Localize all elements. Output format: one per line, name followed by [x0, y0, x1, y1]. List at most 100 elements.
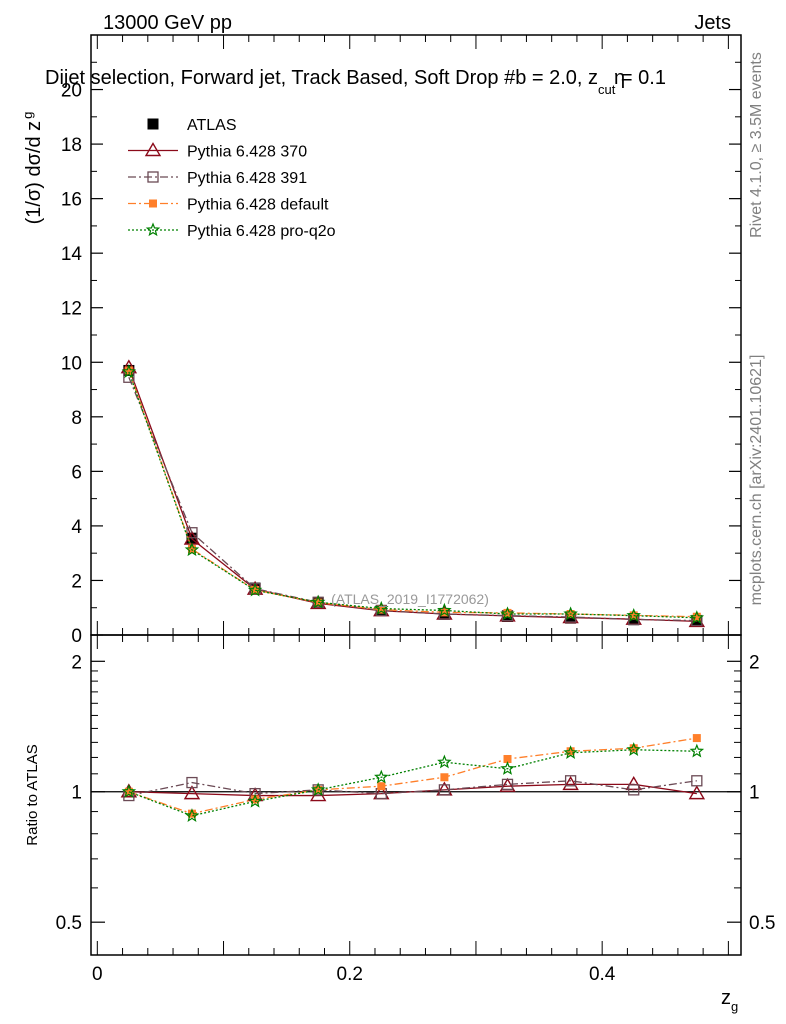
legend-label: Pythia 6.428 pro-q2o: [187, 223, 336, 240]
ratio-point-pythia-6-428-pro-q2o: [500, 761, 515, 775]
ratio-point-pythia-6-428-pro-q2o: [437, 754, 452, 769]
ratio-point-pythia-6-428-391: [186, 776, 198, 789]
ratio-series-group: [120, 734, 706, 822]
main-ytick-label: 6: [71, 462, 82, 483]
main-ytick-label: 4: [71, 517, 82, 538]
plot-title-eta: η: [614, 67, 625, 89]
ratio-line-pythia-6-428-pro-q2o: [128, 749, 697, 817]
main-ytick-label: 12: [61, 299, 82, 320]
main-point-pythia-6-428-default: [251, 586, 260, 594]
xlabel-text: z: [721, 987, 731, 1009]
main-ytick-label: 18: [61, 135, 82, 156]
plot-title-tail: = 0.1: [615, 67, 666, 89]
ratio-series-pythia-6-428-391: [123, 775, 703, 802]
main-point-pythia-6-428-pro-q2o: [563, 606, 578, 621]
main-series-pythia-6-428-pro-q2o: [121, 364, 705, 624]
main-series-pythia-6-428-default: [124, 366, 701, 621]
main-series-group: [120, 359, 706, 628]
main-point-pythia-6-428-default: [692, 612, 701, 621]
plot-title: Dijet selection, Forward jet, Track Base…: [45, 67, 666, 97]
main-series-pythia-6-428-370: [120, 359, 706, 628]
main-line-pythia-6-428-default: [128, 370, 697, 618]
ratio-line-pythia-6-428-391: [128, 780, 697, 797]
legend-item-atlas: ATLAS: [147, 117, 237, 134]
ratio-line-pythia-6-428-370: [128, 783, 697, 797]
process-label: Jets: [694, 12, 731, 34]
main-point-pythia-6-428-391: [375, 604, 387, 617]
ratio-point-pythia-6-428-pro-q2o: [121, 784, 137, 798]
energy-label: 13000 GeV pp: [103, 12, 232, 34]
legend-item-pythia-6-428-default: Pythia 6.428 default: [128, 197, 329, 214]
main-ylabel: (1/σ) dσ/d z g: [20, 112, 45, 225]
ratio-point-pythia-6-428-391: [564, 775, 577, 787]
main-point-pythia-6-428-pro-q2o: [247, 582, 263, 597]
ratio-series-pythia-6-428-pro-q2o: [121, 742, 705, 822]
ratio-point-pythia-6-428-370: [688, 785, 706, 800]
ratio-series-pythia-6-428-default: [124, 734, 701, 818]
main-ytick-label: 0: [71, 626, 82, 647]
ratio-point-pythia-6-428-391: [438, 784, 451, 796]
legend-item-pythia-6-428-pro-q2o: Pythia 6.428 pro-q2o: [128, 222, 336, 240]
xlabel-sub: g: [731, 999, 738, 1014]
main-point-pythia-6-428-pro-q2o: [310, 594, 326, 609]
ratio-point-pythia-6-428-391: [628, 784, 640, 796]
main-axes: 0 2 4 6 8 10 12 14 16 18 20: [61, 35, 741, 647]
legend-marker: [147, 118, 159, 130]
main-point-pythia-6-428-default: [503, 608, 512, 617]
ratio-ytick-label-right: 0.5: [749, 913, 775, 934]
ratio-point-pythia-6-428-default: [566, 747, 575, 756]
ratio-axes: 0.5 0.5 1 1 2 2 0 0.2 0.4: [56, 635, 775, 985]
rivet-version-label: Rivet 4.1.0, ≥ 3.5M events: [748, 52, 765, 238]
ratio-ylabel: Ratio to ATLAS: [24, 744, 41, 845]
main-ytick-label: 14: [61, 244, 83, 265]
ratio-ytick-label-right: 1: [749, 783, 760, 804]
legend-marker: [145, 222, 161, 237]
legend-label: Pythia 6.428 370: [187, 144, 307, 161]
main-point-pythia-6-428-pro-q2o: [689, 610, 705, 624]
legend-marker: [144, 142, 162, 157]
main-point-pythia-6-428-391: [186, 527, 198, 539]
legend-label: Pythia 6.428 default: [187, 197, 329, 214]
main-line-pythia-6-428-370: [128, 367, 697, 623]
legend-marker: [149, 199, 157, 208]
ratio-ytick-label: 0.5: [56, 913, 82, 934]
ratio-point-pythia-6-428-370: [562, 775, 579, 791]
ratio-point-pythia-6-428-default: [629, 744, 638, 753]
main-line-pythia-6-428-391: [128, 377, 697, 622]
plot-title-main: Dijet selection, Forward jet, Track Base…: [45, 67, 598, 89]
ratio-point-pythia-6-428-pro-q2o: [247, 793, 263, 808]
ratio-point-pythia-6-428-391: [691, 775, 703, 787]
main-ytick-label: 2: [71, 571, 82, 592]
main-ytick-label: 8: [71, 408, 82, 429]
ratio-plot-frame: [90, 634, 742, 956]
main-point-pythia-6-428-default: [124, 366, 133, 375]
xlabel: zg: [721, 987, 738, 1014]
main-point-pythia-6-428-pro-q2o: [437, 602, 452, 617]
main-ylabel-text: (1/σ) dσ/d z: [23, 121, 45, 225]
xtick-label: 0.2: [337, 964, 363, 985]
plot-title-sub: cut: [598, 82, 616, 97]
xtick-label: 0.4: [589, 964, 616, 985]
main-point-pythia-6-428-pro-q2o: [121, 364, 137, 378]
ratio-ytick-label-right: 2: [749, 652, 760, 673]
ratio-ytick-label: 2: [71, 652, 82, 673]
ratio-point-pythia-6-428-pro-q2o: [184, 808, 200, 822]
legend-label: ATLAS: [187, 117, 237, 134]
ratio-point-pythia-6-428-370: [499, 777, 516, 792]
main-ytick-label: 10: [61, 353, 82, 374]
main-ylabel-sub: g: [20, 112, 35, 119]
ratio-line-pythia-6-428-default: [128, 737, 697, 815]
ratio-point-pythia-6-428-pro-q2o: [374, 769, 389, 784]
ratio-point-pythia-6-428-pro-q2o: [626, 742, 641, 756]
main-ytick-label: 20: [61, 81, 82, 102]
legend: ATLAS Pythia 6.428 370 Pythia 6.428 391 Pyt…: [128, 117, 336, 240]
ratio-point-pythia-6-428-default: [187, 809, 196, 818]
ratio-ytick-label: 1: [71, 783, 82, 804]
xtick-label: 0: [92, 964, 103, 985]
ratio-series-pythia-6-428-370: [120, 775, 706, 802]
legend-label: Pythia 6.428 391: [187, 170, 307, 187]
main-line-pythia-6-428-pro-q2o: [128, 371, 697, 619]
main-ytick-label: 16: [61, 190, 82, 211]
main-point-pythia-6-428-pro-q2o: [500, 606, 515, 621]
